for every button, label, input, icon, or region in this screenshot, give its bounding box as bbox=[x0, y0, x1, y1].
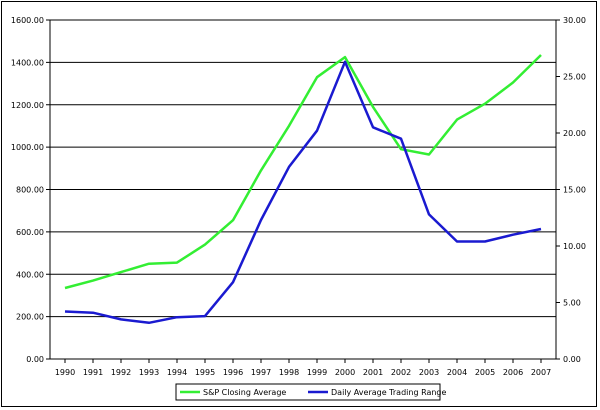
right-tick-label: 0.00 bbox=[563, 355, 581, 364]
x-tick-label: 1995 bbox=[195, 368, 215, 377]
left-tick-label: 1200.00 bbox=[11, 101, 44, 110]
left-tick-label: 1400.00 bbox=[11, 58, 44, 67]
right-tick-label: 20.00 bbox=[563, 129, 586, 138]
x-tick-label: 2003 bbox=[419, 368, 439, 377]
legend-entry-label: Daily Average Trading Range bbox=[331, 388, 447, 397]
series-layer bbox=[64, 54, 542, 325]
right-tick-label: 30.00 bbox=[563, 16, 586, 25]
left-tick-label: 1000.00 bbox=[11, 143, 44, 152]
x-tick-label: 2007 bbox=[531, 368, 551, 377]
x-tick-label: 1991 bbox=[83, 368, 103, 377]
right-tick-label: 10.00 bbox=[563, 242, 586, 251]
right-tick-label: 25.00 bbox=[563, 73, 586, 82]
legend-entry-label: S&P Closing Average bbox=[203, 388, 286, 397]
axis-layer bbox=[46, 19, 560, 363]
left-tick-label: 800.00 bbox=[16, 186, 44, 195]
left-tick-label: 0.00 bbox=[26, 355, 44, 364]
x-tick-label: 1998 bbox=[279, 368, 299, 377]
series-line-sp-closing-average bbox=[64, 54, 542, 290]
x-tick-label: 1999 bbox=[307, 368, 327, 377]
right-tick-label: 15.00 bbox=[563, 186, 586, 195]
left-tick-label: 400.00 bbox=[16, 270, 44, 279]
x-tick-label: 1996 bbox=[223, 368, 243, 377]
grid-layer bbox=[50, 19, 556, 318]
right-tick-label: 5.00 bbox=[563, 299, 581, 308]
x-axis-tick-labels: 1990 1991 1992 1993 1994 1995 1996 1997 1998 1999… bbox=[55, 368, 551, 377]
x-tick-label: 2004 bbox=[447, 368, 467, 377]
x-tick-label: 2000 bbox=[335, 368, 355, 377]
series-line-daily-trading-range bbox=[64, 60, 542, 325]
left-tick-label: 600.00 bbox=[16, 228, 44, 237]
x-tick-label: 1997 bbox=[251, 368, 271, 377]
legend: S&P Closing Average Daily Average Trading… bbox=[175, 383, 447, 401]
left-tick-label: 1600.00 bbox=[11, 16, 44, 25]
left-tick-label: 200.00 bbox=[16, 313, 44, 322]
x-tick-label: 2001 bbox=[363, 368, 383, 377]
x-tick-label: 1992 bbox=[111, 368, 131, 377]
x-tick-label: 2002 bbox=[391, 368, 411, 377]
left-axis-tick-labels: 0.00 200.00 400.00 600.00 800.00 1000.00 1200.… bbox=[11, 16, 44, 364]
x-tick-label: 1990 bbox=[55, 368, 75, 377]
right-axis-tick-labels: 0.00 5.00 10.00 15.00 20.00 25.00 30.00 bbox=[563, 16, 586, 364]
x-tick-label: 2005 bbox=[475, 368, 495, 377]
x-tick-label: 2006 bbox=[503, 368, 523, 377]
x-tick-label: 1993 bbox=[139, 368, 159, 377]
x-tick-label: 1994 bbox=[167, 368, 187, 377]
